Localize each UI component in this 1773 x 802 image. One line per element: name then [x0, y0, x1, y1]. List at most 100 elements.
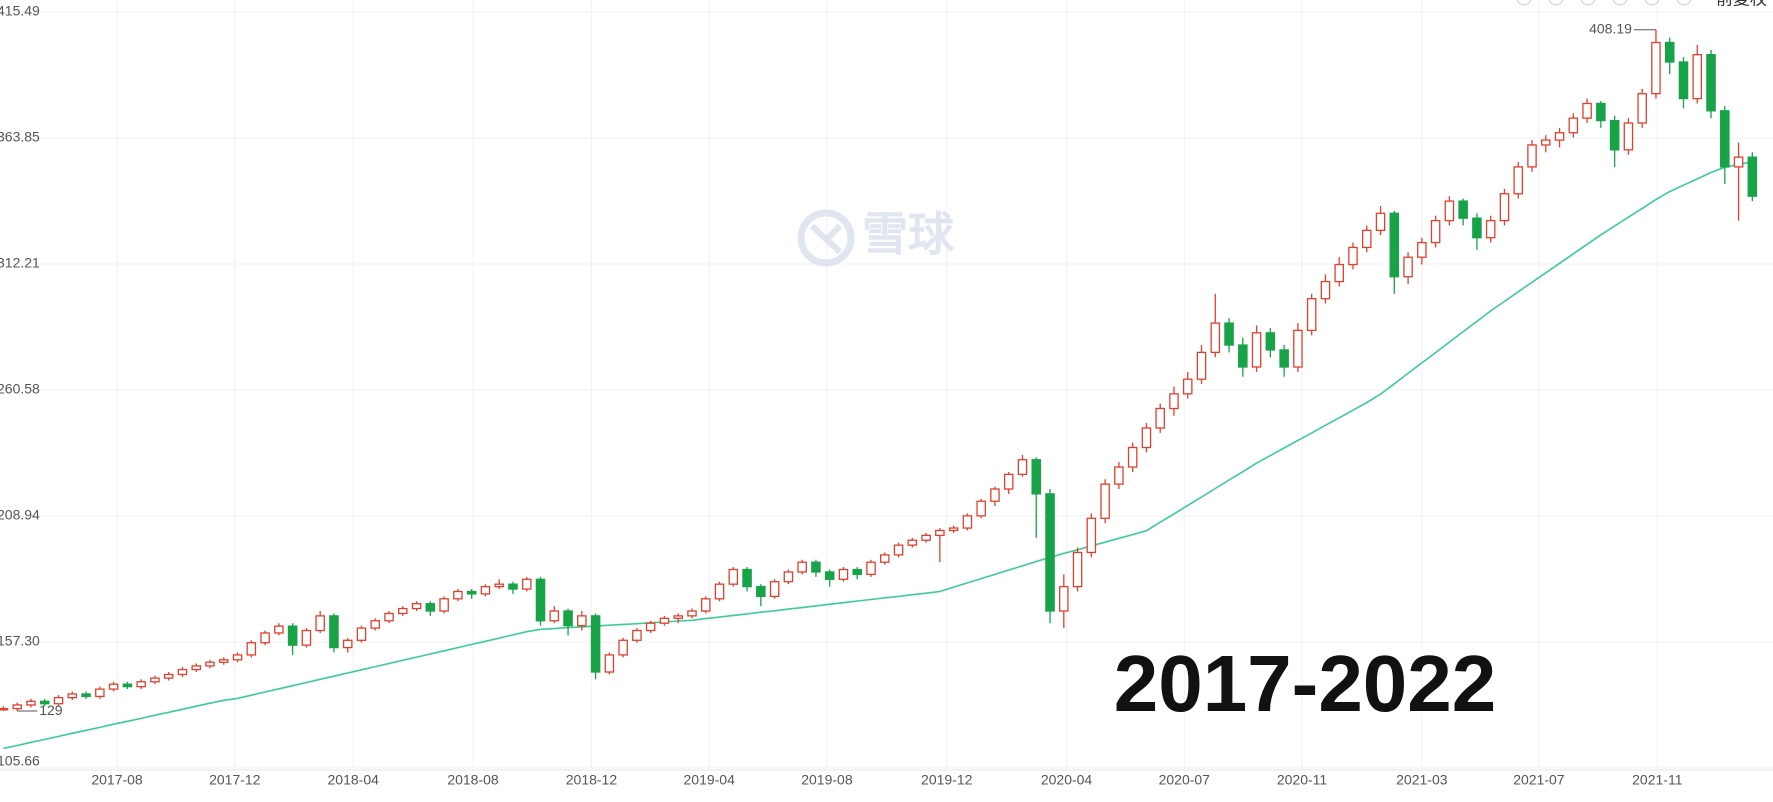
candle-body — [205, 661, 215, 667]
candle-body — [1540, 139, 1551, 146]
candle-body — [1417, 241, 1427, 258]
candle-body — [26, 700, 36, 706]
x-tick-label: 2020-11 — [1277, 772, 1328, 788]
x-tick-label: 2020-07 — [1159, 772, 1211, 788]
candle-body — [632, 629, 642, 641]
candle-body — [342, 639, 353, 649]
candle-body — [811, 561, 821, 573]
y-tick-label: 363.85 — [0, 129, 40, 145]
candle-body — [1196, 351, 1207, 380]
candle-body — [1210, 322, 1221, 354]
candle-body — [1733, 156, 1744, 168]
candle-body — [1430, 219, 1441, 244]
grid-layer — [0, 0, 1773, 771]
high-marker-label: 408.19 — [1589, 21, 1632, 37]
candle-body — [1155, 407, 1165, 429]
candle-body — [824, 571, 835, 580]
x-tick-label: 2019-08 — [801, 772, 853, 788]
x-tick-label: 2019-12 — [921, 772, 973, 788]
candle-body — [466, 590, 477, 595]
candle-body — [907, 539, 918, 546]
candle-body — [191, 665, 202, 671]
toolbar-icon[interactable] — [1548, 0, 1564, 6]
candle-body — [563, 610, 573, 627]
candle-body — [1059, 585, 1069, 612]
candle-body — [1114, 466, 1124, 485]
adjust-label[interactable]: 前复权 — [1716, 0, 1767, 8]
candle-body — [577, 615, 587, 627]
candle-body — [935, 529, 945, 537]
candle-body — [1361, 229, 1372, 249]
candle-body — [108, 683, 119, 690]
candle-body — [1279, 349, 1289, 368]
candle-body — [301, 629, 312, 646]
candle-body — [1045, 493, 1055, 612]
candle-body — [95, 688, 105, 698]
y-tick-label: 105.66 — [0, 753, 40, 769]
candle-body — [1513, 166, 1524, 195]
candle-body — [521, 578, 532, 590]
candle-body — [39, 700, 50, 705]
candle-body — [53, 696, 64, 705]
candle-body — [728, 568, 739, 585]
x-tick-label: 2017-12 — [209, 772, 261, 788]
candle-body — [453, 590, 463, 600]
toolbar-icon[interactable] — [1612, 0, 1628, 6]
plot-layer: 408.19 129 — [0, 21, 1758, 750]
candle-body — [1692, 54, 1703, 100]
toolbar-icon[interactable] — [1644, 0, 1660, 6]
candle-body — [990, 488, 1000, 502]
toolbar: 前复权 — [1516, 0, 1767, 8]
candle-body — [1306, 298, 1317, 332]
candle-body — [1664, 41, 1675, 63]
candle-body — [1485, 219, 1496, 239]
candle-body — [384, 612, 394, 622]
x-tick-label: 2018-08 — [447, 772, 499, 788]
candle-body — [948, 527, 959, 532]
candle-body — [673, 615, 683, 619]
candle-body — [315, 615, 325, 632]
toolbar-icon[interactable] — [1516, 0, 1532, 6]
candle-body — [163, 673, 174, 679]
candle-body — [218, 659, 229, 663]
candle-body — [1238, 344, 1248, 368]
candle-body — [1265, 332, 1276, 351]
candle-body — [260, 632, 270, 644]
candle-body — [136, 681, 146, 688]
x-tick-label: 2018-12 — [566, 772, 618, 788]
candle-body — [714, 583, 725, 600]
candle-body — [1458, 200, 1468, 219]
candle-body — [866, 561, 876, 576]
candle-body — [700, 598, 711, 612]
toolbar-icon[interactable] — [1676, 0, 1692, 6]
toolbar-icon[interactable] — [1580, 0, 1596, 6]
candle-body — [1348, 246, 1358, 266]
candle-body — [769, 581, 780, 598]
candle-body — [879, 554, 890, 563]
x-tick-label: 2020-04 — [1041, 772, 1093, 788]
candle-body — [783, 571, 794, 583]
candle-body — [398, 607, 408, 615]
candle-body — [1623, 122, 1634, 151]
candle-body — [618, 639, 628, 656]
candle-body — [1031, 459, 1042, 495]
candle-body — [329, 615, 339, 649]
candle-body — [494, 583, 504, 588]
y-tick-label: 260.58 — [0, 381, 40, 397]
x-tick-label: 2021-03 — [1396, 772, 1448, 788]
candle-body — [1472, 217, 1482, 239]
candle-body — [1720, 110, 1730, 168]
candle-body — [1678, 61, 1689, 100]
candle-body — [232, 654, 243, 661]
candle-body — [1527, 144, 1537, 168]
candle-body — [1568, 117, 1579, 134]
x-tick-label: 2021-11 — [1632, 772, 1683, 788]
candle-body — [1444, 200, 1455, 222]
candle-body — [687, 610, 697, 617]
y-tick-label: 157.30 — [0, 633, 40, 649]
watermark-logo-mark — [809, 223, 843, 255]
candle-body — [1224, 322, 1234, 346]
candle-body — [81, 693, 91, 698]
candle-body — [370, 620, 381, 629]
